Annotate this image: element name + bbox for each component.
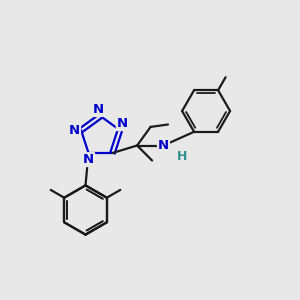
Text: H: H — [177, 150, 187, 164]
Text: N: N — [92, 103, 104, 116]
Text: N: N — [83, 153, 94, 166]
Text: N: N — [158, 139, 169, 152]
Text: N: N — [117, 117, 128, 130]
Text: N: N — [69, 124, 80, 137]
